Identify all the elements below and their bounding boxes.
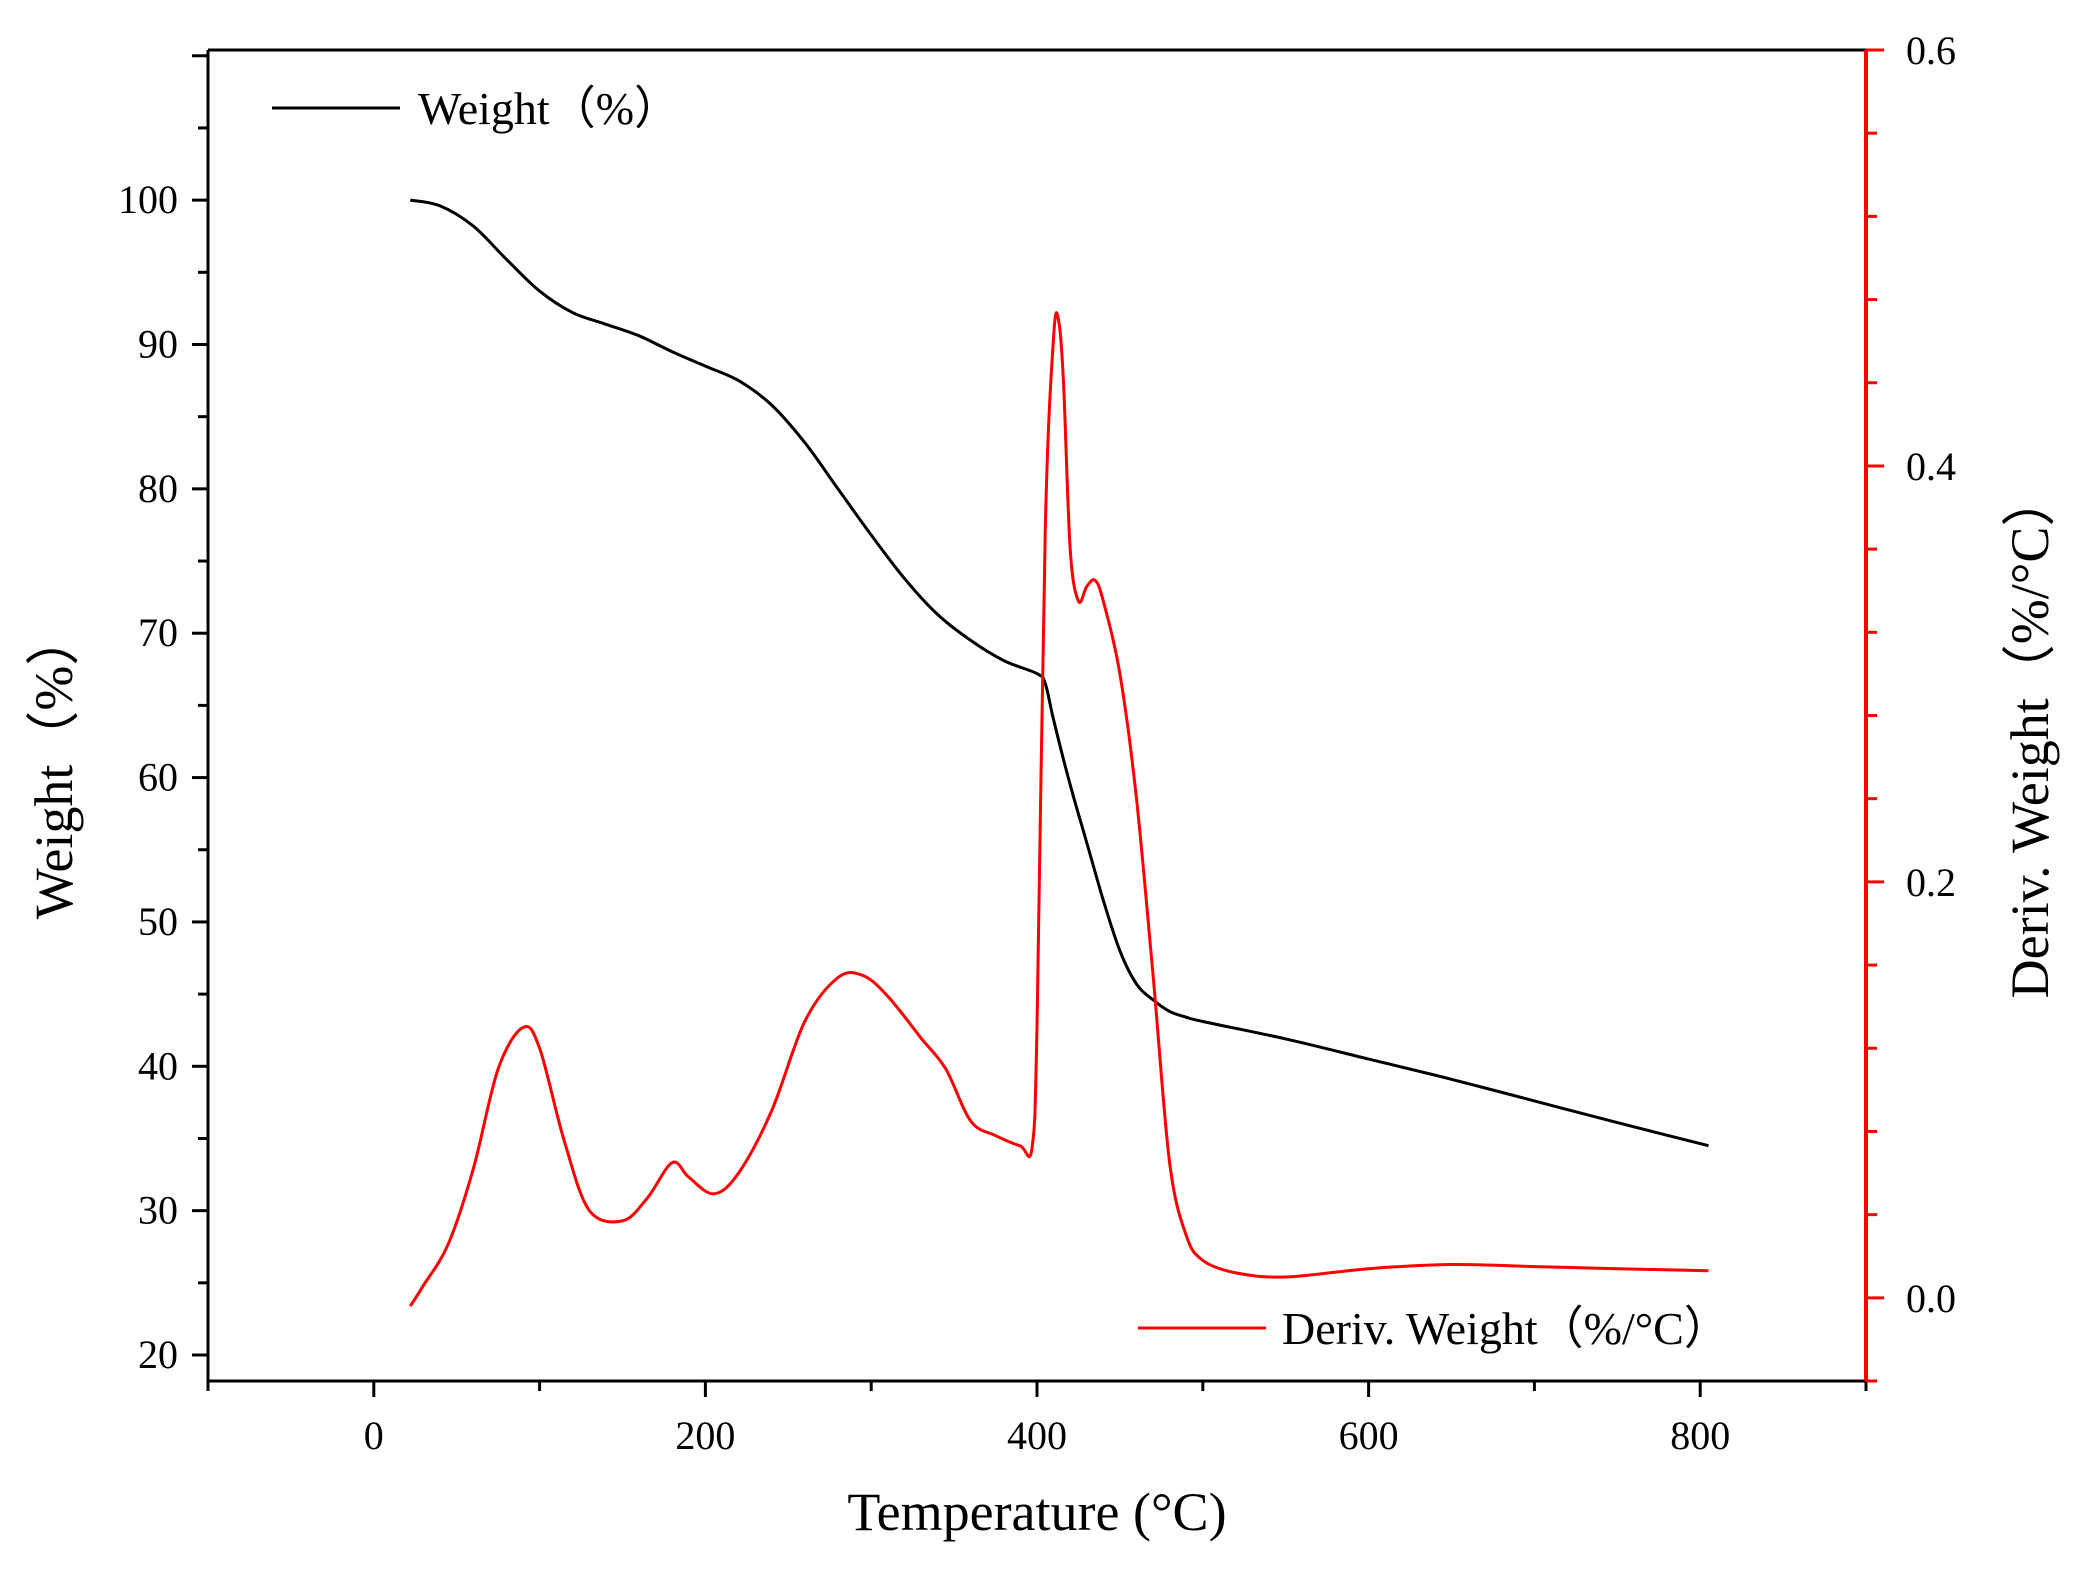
legend-weight-label: Weight（%） [418, 83, 680, 134]
legend-deriv-label: Deriv. Weight（%/°C） [1282, 1303, 1730, 1354]
weight-series-line [410, 198, 1709, 1148]
y-tick-label: 70 [138, 610, 178, 655]
x-tick-label: 200 [675, 1413, 735, 1458]
y-tick-label: 80 [138, 466, 178, 511]
y2-tick-label: 0.0 [1906, 1276, 1956, 1321]
y-tick-label: 40 [138, 1043, 178, 1088]
y2-tick-label: 0.6 [1906, 28, 1956, 73]
y-tick-label: 50 [138, 899, 178, 944]
y-tick-label: 20 [138, 1332, 178, 1377]
x-tick-label: 0 [364, 1413, 384, 1458]
y2-axis-title: Deriv. Weight（%/°C） [2000, 473, 2060, 999]
y-axis-title: Weight（%） [24, 612, 84, 920]
plot-frame [206, 48, 1868, 1383]
y-tick-label: 30 [138, 1188, 178, 1233]
y2-tick-label: 0.2 [1906, 860, 1956, 905]
legend-layer: Weight（%） Deriv. Weight（%/°C） [272, 83, 1730, 1354]
deriv-weight-series-line [409, 311, 1709, 1307]
axis-ticks [192, 48, 1884, 1397]
axis-titles: Temperature (°C) Weight（%） Deriv. Weight（%… [24, 473, 2060, 1542]
x-axis-title: Temperature (°C) [847, 1482, 1226, 1542]
y2-tick-label: 0.4 [1906, 444, 1956, 489]
y-tick-label: 100 [118, 177, 178, 222]
x-tick-label: 600 [1339, 1413, 1399, 1458]
y-tick-label: 90 [138, 321, 178, 366]
series-layer [409, 198, 1709, 1307]
y-tick-label: 60 [138, 755, 178, 800]
tick-labels: 0 200 400 600 800 20 30 40 50 60 70 80 90 100 0.0 0.2 0.… [118, 28, 1956, 1458]
x-tick-label: 800 [1670, 1413, 1730, 1458]
x-tick-label: 400 [1007, 1413, 1067, 1458]
